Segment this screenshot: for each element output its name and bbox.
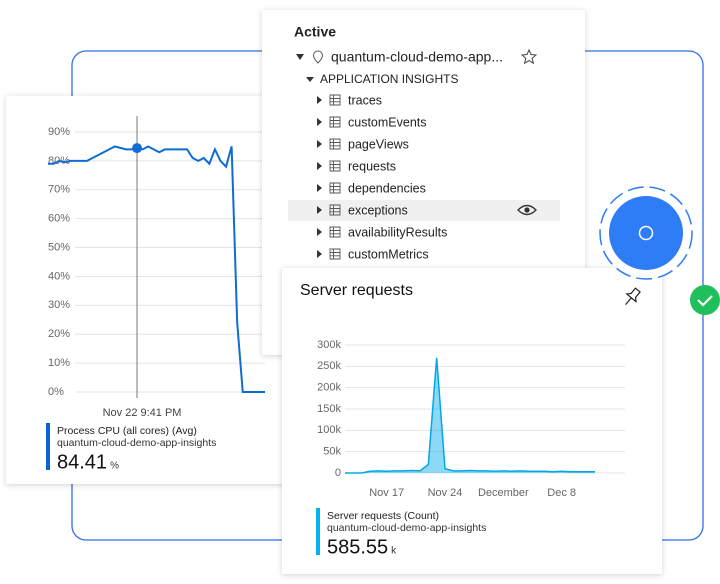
x-tick-label: Nov 17 [369,487,404,499]
favorite-star[interactable] [520,48,538,65]
chart-title: Server requests [300,282,413,299]
caret [306,77,314,82]
y-tick-label: 0% [48,386,64,398]
caret [317,206,322,214]
tree-group: APPLICATION INSIGHTS [320,72,458,86]
y-tick-label: 40% [48,270,70,282]
cpu-line [48,145,265,393]
row-highlight [288,200,560,221]
table-icon [329,204,341,216]
check-badge [690,285,720,315]
y-tick-label: 20% [48,328,70,340]
legend-label: Process CPU (all cores) (Avg) [57,425,197,437]
table-icon [329,116,341,128]
y-tick-label: 10% [48,357,70,369]
card [282,268,662,574]
summary-value: 585.55 [327,536,388,558]
tree-item[interactable]: requests [348,159,396,173]
caret [317,250,322,258]
tree-item[interactable]: customEvents [348,115,427,129]
table-icon [329,182,341,194]
legend-resource: quantum-cloud-demo-app-insights [57,437,216,449]
y-tick-label: 90% [48,126,70,138]
cpu-card: 0%10%20%30%40%50%60%70%80%90%Nov 22 9:41… [6,96,290,484]
table-icon [329,226,341,238]
x-tick-label: Nov 24 [428,487,463,499]
tree-item[interactable]: pageViews [348,137,409,151]
tree-root[interactable]: quantum-cloud-demo-app... [331,49,503,65]
legend-label: Server requests (Count) [327,510,439,522]
y-tick-label: 100k [317,424,341,436]
legend-swatch [316,508,320,555]
gear-badge [599,186,693,280]
eye-icon[interactable] [517,204,537,216]
caret [317,228,322,236]
tree-item[interactable]: traces [348,93,382,107]
crosshair-label: Nov 22 9:41 PM [103,407,182,419]
table-icon [329,94,341,106]
y-tick-label: 30% [48,299,70,311]
caret [296,54,304,60]
summary-value: 84.41 [57,451,107,473]
tree-item[interactable]: dependencies [348,181,426,195]
caret [317,96,322,104]
caret [317,118,322,126]
tree-heading: Active [294,24,336,40]
x-tick-label: Dec 8 [547,487,576,499]
caret [317,184,322,192]
y-tick-label: 50k [323,446,341,458]
y-tick-label: 50% [48,241,70,253]
y-tick-label: 200k [317,382,341,394]
table-icon [329,160,341,172]
resource-icon [312,50,324,64]
x-tick-label: December [478,487,529,499]
y-tick-label: 0 [335,467,341,479]
table-icon [329,138,341,150]
y-tick-label: 250k [317,360,341,372]
legend-resource: quantum-cloud-demo-app-insights [327,522,486,534]
tree-item[interactable]: availabilityResults [348,225,447,239]
summary-unit: k [391,546,397,557]
y-tick-label: 300k [317,339,341,351]
gear-core [609,196,683,270]
tree-item[interactable]: exceptions [348,203,408,217]
y-tick-label: 150k [317,403,341,415]
area-line [345,357,595,474]
caret [317,162,322,170]
legend-swatch [46,423,50,470]
tree-item[interactable]: customMetrics [348,247,429,261]
gear-dot [638,225,654,241]
y-tick-label: 60% [48,213,70,225]
table-icon [329,248,341,260]
pin-icon[interactable] [621,286,642,308]
summary-unit: % [110,461,119,472]
caret [317,140,322,148]
hover-marker [132,143,143,154]
requests-card: Server requests 0 50k 100k 150k 200k 250k 300k… [282,268,662,574]
y-tick-label: 70% [48,184,70,196]
